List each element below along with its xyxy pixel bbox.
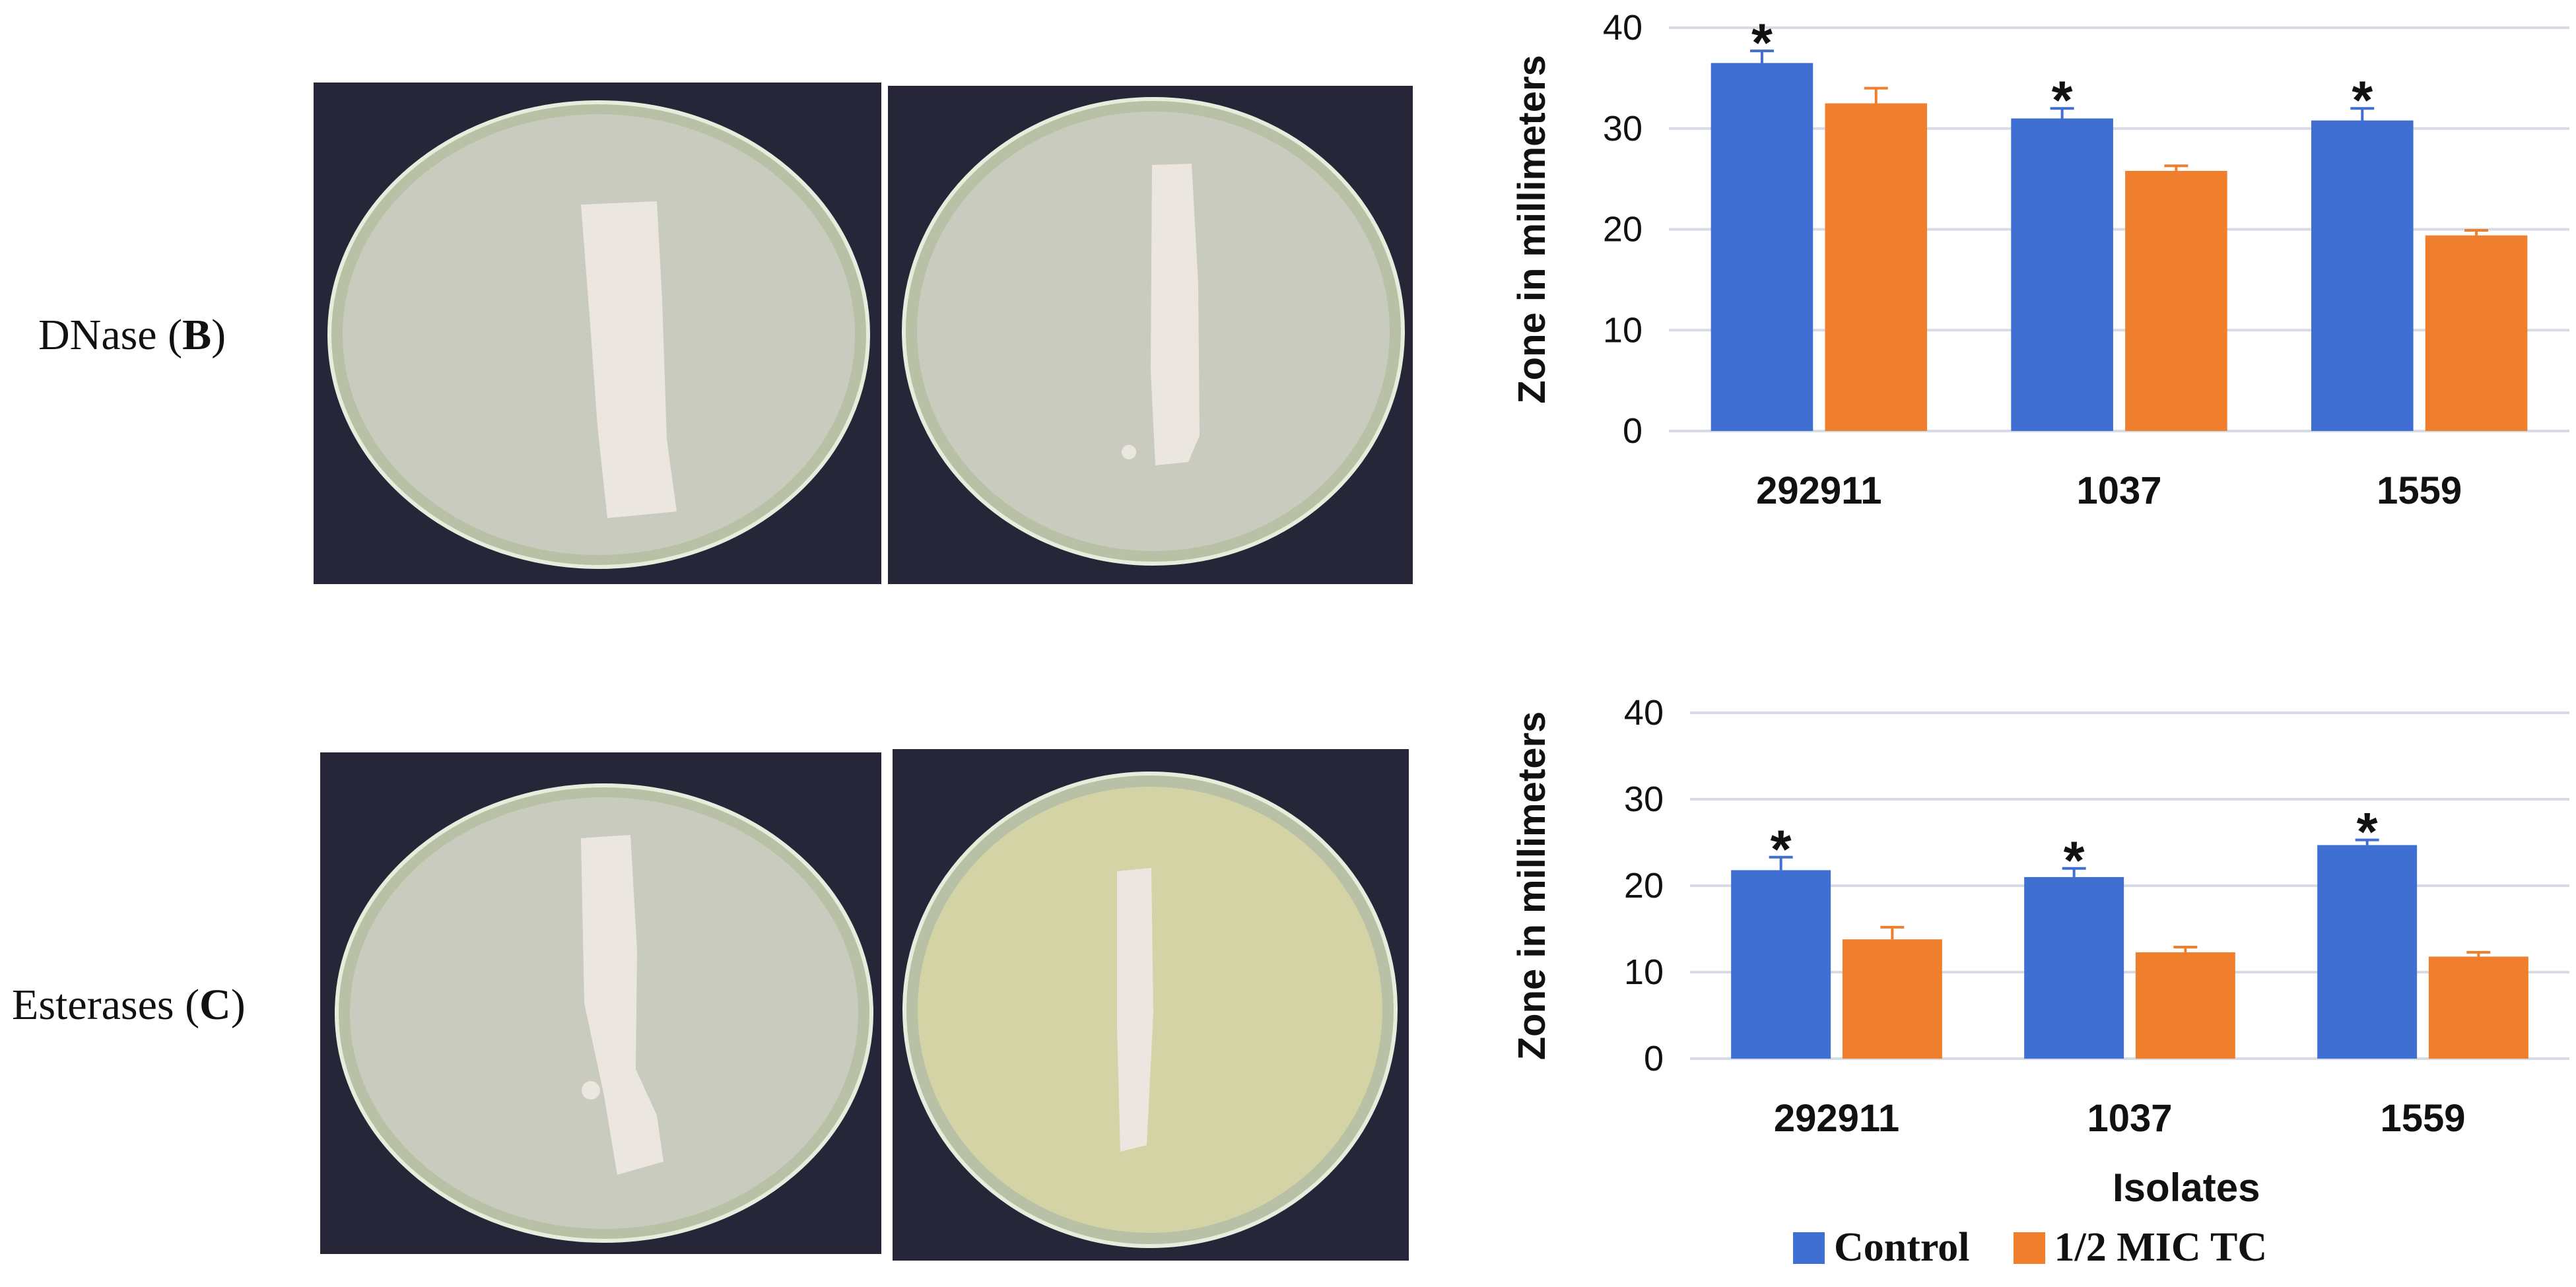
- y-axis-label: Zone in millimeters: [1510, 55, 1553, 404]
- bar-half-mic-tc: [2425, 235, 2528, 431]
- x-axis-title: Isolates: [2113, 1166, 2260, 1210]
- bar-half-mic-tc: [2125, 170, 2227, 431]
- bacterial-streak: [1117, 868, 1153, 1152]
- bar-half-mic-tc: [2428, 956, 2528, 1059]
- label-text: ): [211, 311, 226, 359]
- esterases-bar-chart: Zone in millimeters 0 10 20 30 40 * 292911 * 1037…: [1510, 693, 2569, 1140]
- bar-half-mic-tc: [1825, 103, 1928, 431]
- x-tick-label: 292911: [1774, 1097, 1899, 1140]
- y-tick-label: 10: [1603, 310, 1643, 350]
- bar-control: [2317, 845, 2418, 1059]
- y-tick-label: 0: [1644, 1039, 1664, 1078]
- label-text: ): [230, 981, 246, 1029]
- chart-dnase: Zone in millimeters 0 10 20 30 40 * 292911 * 1037…: [1492, 0, 2575, 528]
- y-tick-label: 10: [1624, 952, 1664, 992]
- colony-dot: [1122, 445, 1136, 459]
- significance-marker: *: [1771, 820, 1792, 880]
- esterases-treated-photo: [893, 749, 1409, 1261]
- panel-label-esterases: Esterases (C): [12, 980, 246, 1030]
- bar-control: [1711, 63, 1813, 431]
- legend-swatch-control: [1793, 1232, 1825, 1264]
- x-tick-label: 1037: [2087, 1097, 2172, 1140]
- significance-marker: *: [2357, 803, 2378, 863]
- panel-label-dnase: DNase (B): [38, 310, 226, 360]
- label-text: DNase (: [38, 311, 183, 359]
- legend-item-half-mic: 1/2 MIC TC: [2013, 1224, 2268, 1271]
- chart-legend: Control 1/2 MIC TC: [1793, 1224, 2311, 1271]
- legend-item-control: Control: [1793, 1224, 1970, 1271]
- y-tick-label: 40: [1624, 693, 1664, 733]
- dnase-bar-chart: Zone in millimeters 0 10 20 30 40 * 292911 * 1037…: [1510, 8, 2569, 512]
- bar-half-mic-tc: [2135, 952, 2235, 1059]
- legend-swatch-half-mic: [2013, 1232, 2045, 1264]
- x-tick-label: 292911: [1756, 469, 1881, 512]
- x-tick-label: 1559: [2380, 1097, 2465, 1140]
- panel-letter-b: B: [182, 311, 212, 359]
- significance-marker: *: [2052, 71, 2073, 131]
- bacterial-streak: [1151, 164, 1200, 465]
- x-tick-label: 1037: [2076, 469, 2161, 512]
- significance-marker: *: [1751, 13, 1773, 73]
- bar-control: [2311, 120, 2414, 431]
- y-tick-label: 30: [1624, 779, 1664, 819]
- dnase-control-photo: [314, 82, 881, 584]
- y-tick-label: 40: [1603, 8, 1643, 48]
- bar-control: [2024, 876, 2124, 1059]
- chart-esterases: Zone in millimeters 0 10 20 30 40 * 292911 * 1037…: [1492, 680, 2575, 1181]
- y-axis-label: Zone in millimeters: [1510, 711, 1553, 1061]
- legend-label-half-mic: 1/2 MIC TC: [2054, 1225, 2268, 1270]
- y-tick-label: 30: [1603, 109, 1643, 148]
- bar-control: [2011, 118, 2113, 431]
- y-tick-label: 0: [1623, 411, 1643, 451]
- legend-label-control: Control: [1834, 1225, 1970, 1270]
- bacterial-streak: [581, 835, 663, 1175]
- bacterial-streak: [581, 201, 677, 518]
- label-text: Esterases (: [12, 981, 200, 1029]
- bar-half-mic-tc: [1842, 939, 1942, 1059]
- colony-dot: [582, 1081, 600, 1100]
- x-tick-label: 1559: [2377, 469, 2462, 512]
- bar-control: [1731, 870, 1831, 1059]
- y-tick-label: 20: [1603, 210, 1643, 249]
- y-tick-label: 20: [1624, 866, 1664, 906]
- significance-marker: *: [2352, 71, 2373, 131]
- esterases-control-photo: [320, 752, 881, 1254]
- dnase-treated-photo: [888, 86, 1413, 584]
- panel-letter-c: C: [199, 981, 231, 1029]
- significance-marker: *: [2064, 831, 2085, 891]
